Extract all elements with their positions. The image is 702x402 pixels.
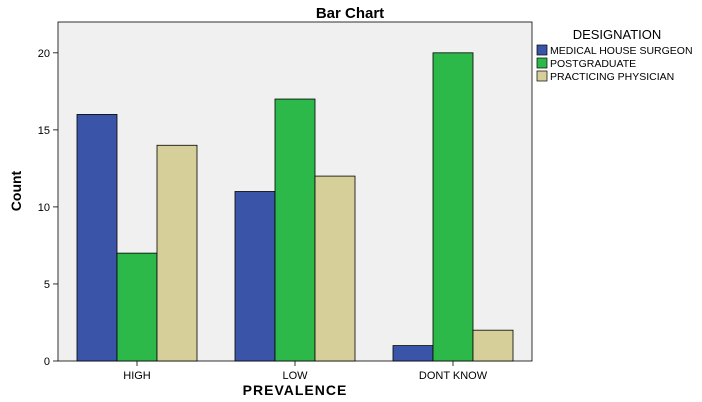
legend-label-medical-house-surgeon: MEDICAL HOUSE SURGEON (550, 45, 693, 57)
x-tick-label: DONT KNOW (419, 370, 488, 382)
y-tick-label: 0 (44, 356, 50, 368)
y-tick-label: 15 (38, 125, 50, 137)
bar-practicing-physician-high (156, 144, 198, 362)
bar-postgraduate-low (274, 98, 316, 362)
legend-label-practicing-physician: PRACTICING PHYSICIAN (550, 71, 674, 83)
bars-layer (76, 52, 514, 362)
x-tick-label: HIGH (123, 370, 151, 382)
bar-medical-house-surgeon-dont-know (392, 345, 434, 362)
x-axis: HIGH LOW DONT KNOW (123, 361, 488, 382)
x-tick-label: LOW (282, 370, 308, 382)
chart-title: Bar Chart (316, 5, 384, 22)
legend-swatch-postgraduate (536, 57, 548, 69)
y-axis-label: Count (8, 170, 24, 211)
bar-practicing-physician-low (314, 175, 356, 362)
legend-items: MEDICAL HOUSE SURGEONPOSTGRADUATEPRACTIC… (536, 44, 693, 83)
bar-practicing-physician-dont-know (472, 329, 514, 362)
legend-swatch-practicing-physician (536, 70, 548, 82)
x-axis-label: PREVALENCE (243, 382, 348, 398)
legend-label-postgraduate: POSTGRADUATE (550, 58, 636, 70)
legend-swatch-medical-house-surgeon (536, 44, 548, 56)
legend-title: DESIGNATION (573, 27, 662, 42)
bar-postgraduate-high (116, 252, 158, 362)
bar-postgraduate-dont-know (432, 52, 474, 362)
bar-medical-house-surgeon-low (234, 191, 276, 362)
y-tick-label: 10 (38, 202, 50, 214)
y-tick-label: 5 (44, 279, 50, 291)
y-tick-label: 20 (38, 48, 50, 60)
bar-medical-house-surgeon-high (76, 114, 118, 362)
legend: DESIGNATION MEDICAL HOUSE SURGEONPOSTGRA… (536, 27, 693, 83)
y-axis: 0 5 10 15 20 (38, 48, 58, 368)
